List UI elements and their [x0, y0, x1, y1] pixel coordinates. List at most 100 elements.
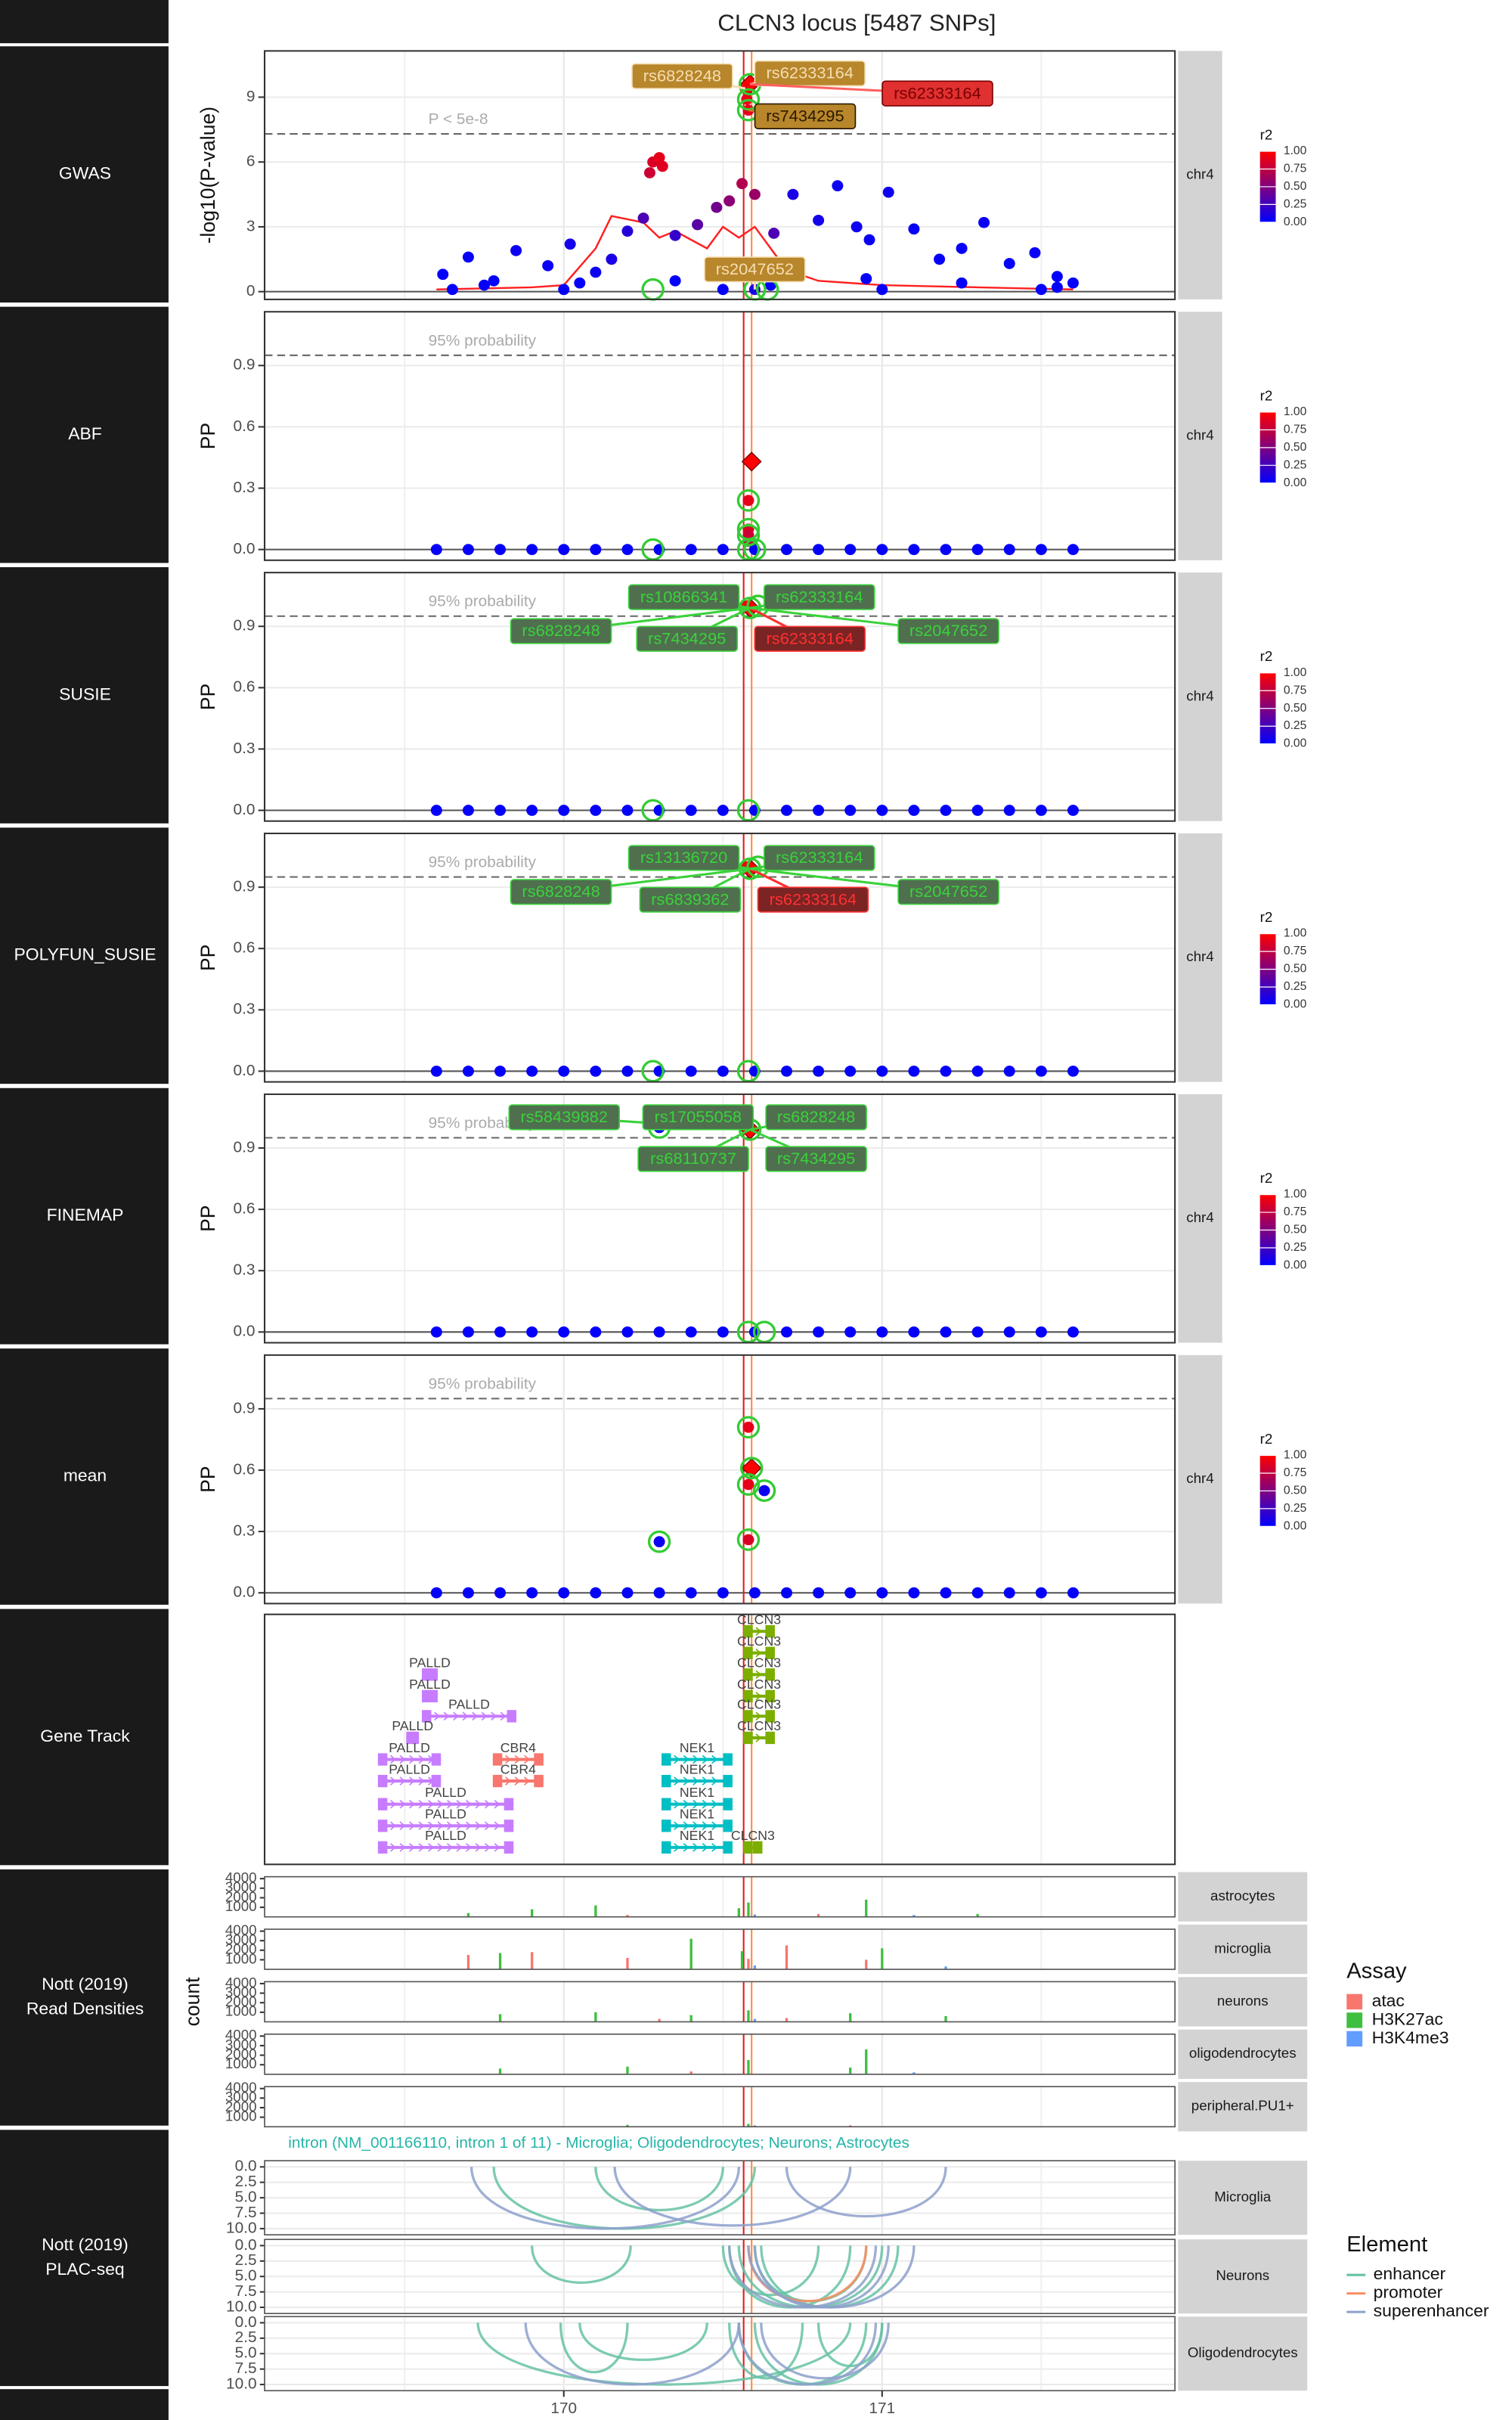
strand-arrow: [683, 1776, 689, 1786]
snp-point: [813, 1066, 825, 1077]
density-bar: [747, 2059, 750, 2074]
snp-label: rs10866341: [640, 588, 727, 607]
density-bar: [531, 1909, 534, 1917]
snp-point: [956, 277, 968, 289]
y-tick-label: 5.0: [235, 2189, 257, 2206]
label-box: [637, 1146, 749, 1172]
track-background: [265, 2034, 1176, 2074]
snp-point: [590, 266, 602, 278]
density-bar: [594, 1905, 597, 1917]
strand-arrow: [674, 1799, 680, 1809]
density-bar: [849, 2013, 852, 2022]
strand-arrow: [674, 1776, 680, 1786]
chart-title: CLCN3 locus [5487 SNPs]: [717, 10, 996, 36]
y-tick-label: 0.6: [234, 939, 256, 957]
snp-point: [685, 1587, 697, 1599]
label-box: [704, 256, 806, 283]
snp-point: [781, 1326, 793, 1338]
snp-point: [462, 1326, 474, 1338]
strand-arrow: [466, 1799, 472, 1809]
y-tick-label: 0.3: [234, 1522, 256, 1540]
credible-ring: [736, 489, 761, 512]
snp-point: [876, 1326, 888, 1338]
legend-title: r2: [1260, 1170, 1273, 1186]
snp-point: [494, 1326, 507, 1338]
snp-point: [717, 544, 729, 555]
snp-point: [526, 1326, 538, 1338]
legend-label: 0.50: [1284, 1224, 1306, 1236]
legend-label: 0.25: [1284, 719, 1306, 732]
y-tick-label: 0.3: [234, 479, 256, 496]
density-bar: [740, 1951, 744, 1970]
y-tick-label: 0.9: [234, 878, 256, 895]
annotation: intron (NM_001166110, intron 1 of 11) - …: [288, 2134, 909, 2152]
density-bar: [747, 2124, 750, 2127]
y-axis-title: -log10(P-value): [197, 107, 219, 244]
snp-point: [590, 1587, 602, 1599]
density-bar: [747, 2010, 750, 2022]
credible-ring: [752, 1479, 776, 1502]
snp-point: [1067, 1066, 1079, 1077]
strand-arrow: [418, 1754, 425, 1764]
strand-arrow: [702, 1754, 708, 1764]
facet-label: chr4: [1186, 166, 1213, 182]
track-background: [265, 1981, 1176, 2022]
track-border: [264, 2033, 1176, 2075]
y-tick-label: 6: [246, 153, 256, 170]
strand-arrow: [711, 1843, 718, 1852]
snp-point: [621, 805, 634, 816]
snp-point: [1067, 544, 1079, 555]
gene-exon: [534, 1753, 544, 1766]
strand-arrow: [428, 1754, 435, 1764]
legend-label: 1.00: [1284, 144, 1306, 157]
strand-arrow: [434, 1711, 441, 1721]
snp-point: [558, 1587, 570, 1599]
gene-exon: [662, 1753, 671, 1766]
strand-arrow: [428, 1821, 435, 1831]
y-tick-label: 4000: [225, 2027, 257, 2043]
y-tick-label: 0.0: [234, 1062, 256, 1079]
snp-point: [717, 805, 729, 816]
snp-point: [1035, 1066, 1047, 1077]
y-tick-label: 0.0: [234, 801, 256, 818]
label-box: [631, 63, 733, 89]
label-box: [881, 80, 993, 107]
snp-point: [685, 1066, 697, 1077]
y-tick-label: 9: [246, 88, 256, 105]
facet-label: microglia: [1214, 1941, 1272, 1956]
legend-label: atac: [1372, 1990, 1405, 2010]
y-tick-label: 10.0: [226, 2375, 257, 2393]
snp-point: [956, 243, 968, 254]
snp-point: [787, 188, 799, 200]
strand-arrow: [692, 1799, 699, 1809]
snp-point: [882, 186, 894, 198]
snp-label: rs62333164: [776, 588, 863, 607]
label-box: [639, 886, 742, 913]
gene-exon: [743, 1668, 753, 1681]
density-bar: [531, 1952, 534, 1970]
gene-exon: [723, 1841, 733, 1854]
y-tick-label: 3000: [225, 1984, 257, 2000]
legend-title: r2: [1260, 909, 1273, 925]
gene-exon: [753, 1841, 763, 1854]
gene-label: NEK1: [680, 1807, 714, 1822]
snp-point: [574, 277, 586, 289]
credible-ring: [736, 1416, 761, 1439]
row-label: Read Densities: [26, 1999, 144, 2018]
strand-arrow: [755, 1711, 762, 1721]
gene-exon: [723, 1798, 733, 1810]
threshold-label: P < 5e-8: [429, 110, 488, 128]
snp-point: [1003, 1066, 1015, 1077]
snp-point: [437, 268, 449, 281]
facet-label: neurons: [1217, 1993, 1269, 2009]
snp-label: rs6828248: [522, 621, 600, 640]
row-label: ABF: [68, 424, 102, 443]
density-bar: [658, 2018, 661, 2022]
snp-point: [908, 805, 920, 816]
snp-point: [844, 1326, 857, 1338]
legend-label: 0.50: [1284, 702, 1306, 715]
legend-label: 0.25: [1284, 980, 1306, 993]
strand-arrow: [447, 1821, 454, 1831]
strand-arrow: [428, 1776, 435, 1786]
strand-arrow: [683, 1843, 689, 1852]
